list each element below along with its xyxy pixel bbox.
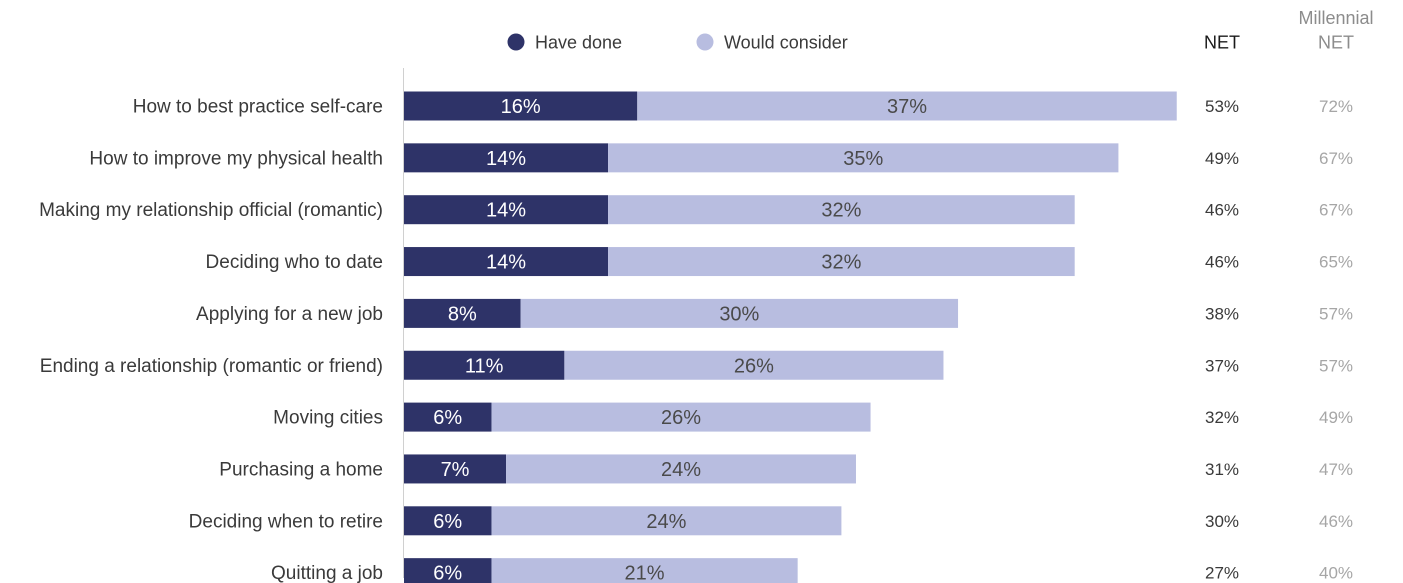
data-label-have-done: 6% <box>433 563 462 583</box>
bar-segment-would-consider <box>608 247 1075 277</box>
net-value: 46% <box>1205 201 1239 220</box>
legend-swatch-1 <box>507 33 525 51</box>
bar-row: Deciding who to date 14% 32% 46% 65% <box>206 247 1353 277</box>
data-label-would-consider: 32% <box>821 200 861 222</box>
net-value: 32% <box>1205 408 1239 427</box>
net-value: 46% <box>1205 253 1239 272</box>
bar-segment-have-done <box>404 91 638 121</box>
category-label: Ending a relationship (romantic or frien… <box>40 356 383 377</box>
bar-segment-would-consider <box>491 402 871 432</box>
category-label: Applying for a new job <box>196 304 383 325</box>
net-value: 53% <box>1205 97 1239 116</box>
net-column-header: NET <box>1204 33 1240 53</box>
net-value: 27% <box>1205 564 1239 583</box>
chart-rows: How to best practice self-care 16% 37% 53% 7… <box>39 91 1353 583</box>
data-label-have-done: 14% <box>486 252 526 274</box>
net-value: 49% <box>1205 149 1239 168</box>
category-label: How to best practice self-care <box>133 97 383 118</box>
bar-segment-have-done <box>404 195 609 225</box>
category-label: Moving cities <box>273 408 383 429</box>
category-label: Making my relationship official (romanti… <box>39 200 383 221</box>
data-label-would-consider: 24% <box>661 459 701 481</box>
category-label: How to improve my physical health <box>89 148 383 169</box>
bar-row: Moving cities 6% 26% 32% 49% <box>273 402 1353 432</box>
bar-segment-would-consider <box>506 454 856 484</box>
millennial-net-value: 49% <box>1319 408 1353 427</box>
millennial-net-value: 72% <box>1319 97 1353 116</box>
legend-label-1: Have done <box>535 33 622 53</box>
legend: Have done Would consider <box>507 33 848 53</box>
data-label-would-consider: 37% <box>887 96 927 118</box>
data-label-would-consider: 21% <box>625 563 665 583</box>
bar-segment-would-consider <box>637 91 1177 121</box>
bar-row: Applying for a new job 8% 30% 38% 57% <box>196 298 1353 328</box>
bar-segment-have-done <box>404 558 492 583</box>
bar-segment-would-consider <box>608 143 1119 173</box>
category-label: Deciding who to date <box>206 252 383 273</box>
legend-label-2: Would consider <box>724 33 848 53</box>
bar-row: How to best practice self-care 16% 37% 53% 7… <box>133 91 1353 121</box>
data-label-have-done: 6% <box>433 407 462 429</box>
millennial-net-value: 67% <box>1319 149 1353 168</box>
data-label-would-consider: 32% <box>821 252 861 274</box>
category-label: Deciding when to retire <box>189 511 383 532</box>
data-label-have-done: 6% <box>433 511 462 533</box>
data-label-have-done: 8% <box>448 303 477 325</box>
bar-row: Deciding when to retire 6% 24% 30% 46% <box>189 506 1353 536</box>
millennial-net-value: 57% <box>1319 304 1353 323</box>
bar-segment-have-done <box>404 506 492 536</box>
net-value: 37% <box>1205 356 1239 375</box>
bar-row: How to improve my physical health 14% 35% 4… <box>89 143 1353 173</box>
data-label-would-consider: 26% <box>734 355 774 377</box>
net-value: 38% <box>1205 304 1239 323</box>
bar-segment-have-done <box>404 402 492 432</box>
bar-segment-would-consider <box>491 558 798 583</box>
bar-row: Purchasing a home 7% 24% 31% 47% <box>219 454 1353 484</box>
bar-row: Making my relationship official (romanti… <box>39 195 1353 225</box>
bar-segment-would-consider <box>520 298 959 328</box>
data-label-would-consider: 24% <box>646 511 686 533</box>
data-label-have-done: 14% <box>486 200 526 222</box>
column-headers: NET Millennial NET <box>1204 8 1374 53</box>
bar-segment-have-done <box>404 143 609 173</box>
data-label-would-consider: 35% <box>843 148 883 170</box>
millennial-net-value: 47% <box>1319 460 1353 479</box>
bar-segment-have-done <box>404 454 507 484</box>
data-label-have-done: 11% <box>465 355 504 377</box>
data-label-have-done: 7% <box>441 459 470 481</box>
millennial-net-value: 57% <box>1319 356 1353 375</box>
data-label-would-consider: 26% <box>661 407 701 429</box>
millennial-net-value: 67% <box>1319 201 1353 220</box>
bar-segment-have-done <box>404 298 521 328</box>
data-label-have-done: 16% <box>501 96 541 118</box>
bar-row: Ending a relationship (romantic or frien… <box>40 350 1353 380</box>
bar-segment-would-consider <box>491 506 842 536</box>
bar-segment-have-done <box>404 350 565 380</box>
bar-row: Quitting a job 6% 21% 27% 40% <box>271 558 1353 583</box>
millennial-net-value: 46% <box>1319 512 1353 531</box>
net-value: 30% <box>1205 512 1239 531</box>
data-label-have-done: 14% <box>486 148 526 170</box>
category-label: Quitting a job <box>271 563 383 583</box>
legend-swatch-2 <box>696 33 714 51</box>
bar-segment-would-consider <box>608 195 1075 225</box>
millennial-net-value: 65% <box>1319 253 1353 272</box>
millennial-net-header-line2: NET <box>1318 33 1354 53</box>
millennial-net-header-line1: Millennial <box>1298 8 1373 28</box>
bar-segment-have-done <box>404 247 609 277</box>
data-label-would-consider: 30% <box>719 303 759 325</box>
category-label: Purchasing a home <box>219 459 383 480</box>
bar-segment-would-consider <box>564 350 944 380</box>
millennial-net-value: 40% <box>1319 564 1353 583</box>
net-value: 31% <box>1205 460 1239 479</box>
